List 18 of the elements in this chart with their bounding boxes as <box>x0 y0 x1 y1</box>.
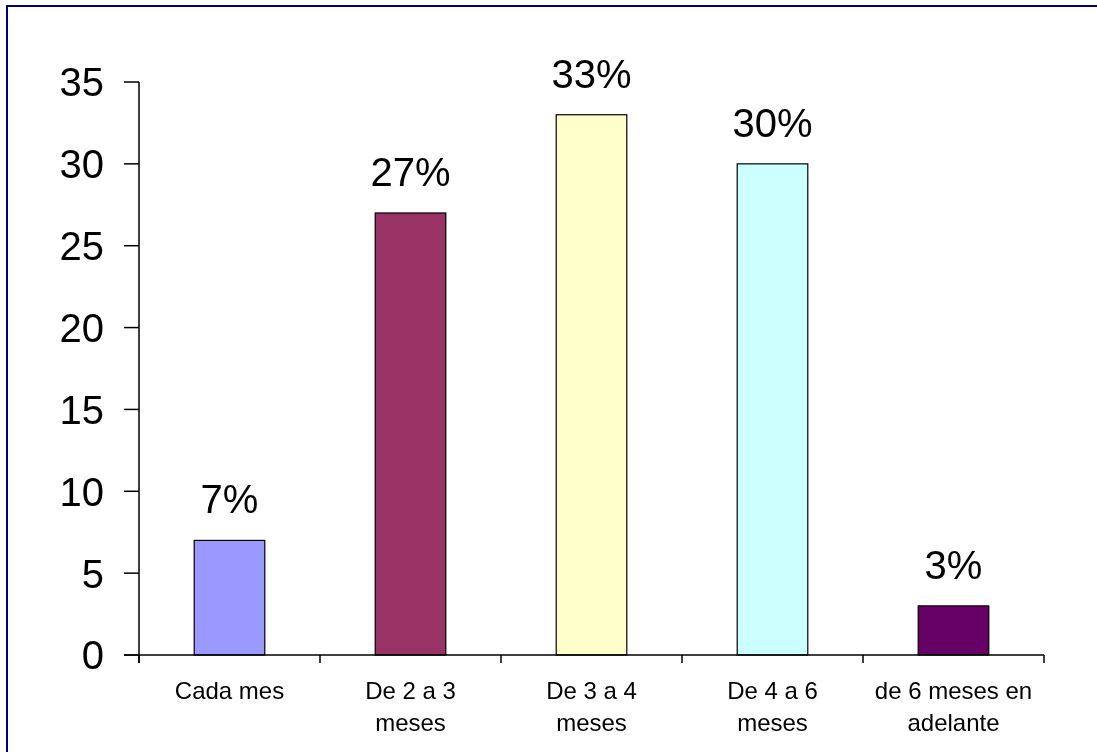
y-tick-label: 0 <box>81 633 104 678</box>
data-label: 3% <box>924 542 983 587</box>
y-tick-label: 20 <box>59 305 104 350</box>
data-label: 33% <box>551 51 632 96</box>
y-tick-label: 10 <box>59 469 104 514</box>
data-label: 7% <box>200 477 259 522</box>
data-label: 30% <box>732 100 813 145</box>
y-tick-label: 25 <box>59 224 104 269</box>
y-tick-label: 15 <box>59 387 104 432</box>
x-tick-label: De 2 a 3 meses <box>365 677 456 736</box>
x-tick-label: De 3 a 4 meses <box>546 677 637 736</box>
x-tick-label: De 4 a 6 meses <box>727 677 818 736</box>
y-tick-label: 30 <box>59 142 104 187</box>
x-tick-label: Cada mes <box>174 677 285 704</box>
x-tick-label: de 6 meses en adelante <box>874 677 1033 736</box>
y-tick-label: 35 <box>59 60 104 105</box>
y-tick-label: 5 <box>81 551 104 596</box>
data-label: 27% <box>370 149 451 194</box>
